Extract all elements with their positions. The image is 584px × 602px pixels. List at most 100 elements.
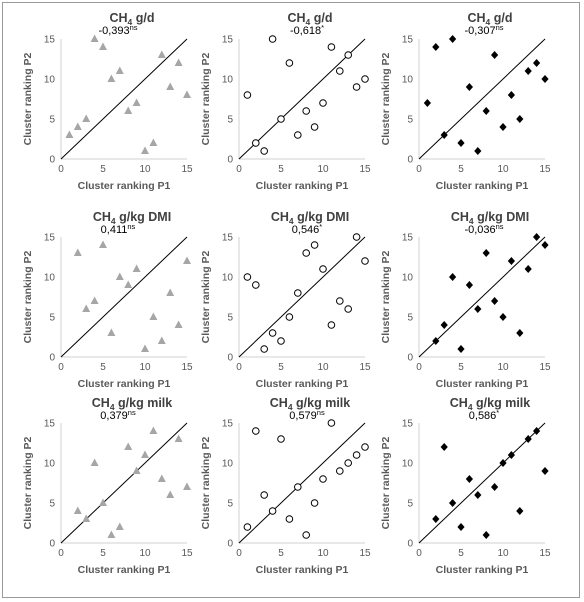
data-point xyxy=(157,336,166,344)
y-tick-label: 5 xyxy=(227,313,233,324)
data-point xyxy=(285,515,294,523)
panel-title: CH4 g/kg DMI xyxy=(93,210,171,226)
identity-line xyxy=(238,422,366,544)
data-point xyxy=(277,435,285,443)
data-point xyxy=(507,257,515,265)
data-point xyxy=(260,345,269,353)
y-tick-label: 0 xyxy=(227,539,233,550)
data-point xyxy=(294,131,302,139)
data-point xyxy=(432,515,440,523)
x-axis-label: Cluster ranking P1 xyxy=(436,180,529,192)
y-tick-label: 5 xyxy=(49,115,55,126)
x-tick-label: 15 xyxy=(181,548,193,559)
data-point xyxy=(124,106,133,114)
x-tick-label: 15 xyxy=(359,548,371,559)
data-point xyxy=(252,281,260,289)
x-tick-label: 15 xyxy=(539,164,551,175)
data-point xyxy=(132,98,141,106)
x-axis-label: Cluster ranking P1 xyxy=(78,180,171,192)
data-point xyxy=(302,249,311,257)
panel-1-1: 0 5 10 15 0 5 10 15 Cluster ranking P1 Cluster ra… xyxy=(22,11,193,192)
correlation-label: 0,411ns xyxy=(101,222,136,236)
x-axis-label: Cluster ranking P1 xyxy=(256,180,349,192)
identity-line xyxy=(418,38,546,160)
data-point xyxy=(474,305,482,313)
x-tick-label: 15 xyxy=(539,362,551,373)
data-point xyxy=(423,99,431,107)
data-point xyxy=(352,83,361,91)
panel-title: CH4 g/kg milk xyxy=(270,396,350,412)
data-point xyxy=(482,107,490,115)
data-point xyxy=(107,74,116,82)
data-point xyxy=(107,530,116,538)
data-point xyxy=(440,443,448,451)
y-tick-label: 0 xyxy=(49,539,55,550)
data-point xyxy=(73,248,82,256)
x-tick-label: 0 xyxy=(58,362,64,373)
data-point xyxy=(449,273,457,281)
x-tick-label: 0 xyxy=(416,548,422,559)
data-point xyxy=(268,35,277,43)
x-tick-label: 15 xyxy=(181,362,193,373)
data-point xyxy=(524,435,532,443)
data-point xyxy=(352,451,361,459)
panel-3-2: 0 5 10 15 0 5 10 15 Cluster ranking P1 Cluster ra… xyxy=(200,396,371,576)
data-point xyxy=(73,506,82,514)
correlation-label: 0,546* xyxy=(292,222,323,236)
data-point xyxy=(157,50,166,58)
y-tick-label: 15 xyxy=(222,419,234,430)
x-tick-label: 10 xyxy=(497,548,509,559)
data-point xyxy=(166,288,175,296)
data-point xyxy=(310,123,319,131)
data-point xyxy=(174,58,183,66)
data-point xyxy=(132,264,141,272)
data-point xyxy=(336,67,344,75)
identity-line xyxy=(60,422,188,544)
y-tick-label: 0 xyxy=(407,353,413,364)
data-point xyxy=(440,131,448,139)
data-point xyxy=(524,67,532,75)
y-tick-label: 15 xyxy=(402,419,414,430)
data-point xyxy=(115,522,124,530)
data-point xyxy=(149,426,158,434)
y-tick-label: 15 xyxy=(44,233,56,244)
data-point xyxy=(65,130,74,138)
data-point xyxy=(361,257,369,265)
data-point xyxy=(327,321,336,329)
y-tick-label: 15 xyxy=(402,233,414,244)
data-point xyxy=(107,328,116,336)
x-tick-label: 5 xyxy=(278,362,284,373)
x-tick-label: 10 xyxy=(317,548,329,559)
data-point xyxy=(252,427,260,435)
x-tick-label: 10 xyxy=(139,362,151,373)
x-axis-label: Cluster ranking P1 xyxy=(256,378,349,390)
data-point xyxy=(516,329,524,337)
data-point xyxy=(73,122,82,130)
identity-line xyxy=(238,236,366,358)
panel-1-3: 0 5 10 15 0 5 10 15 Cluster ranking P1 Cluster ra… xyxy=(380,11,551,192)
x-tick-label: 5 xyxy=(458,548,464,559)
panel-2-2: 0 5 10 15 0 5 10 15 Cluster ranking P1 Cluster ra… xyxy=(200,210,371,390)
data-point xyxy=(99,240,107,248)
data-point xyxy=(268,507,277,515)
data-point xyxy=(344,305,353,313)
data-point xyxy=(294,483,302,491)
y-axis-label: Cluster ranking P2 xyxy=(22,436,34,529)
y-tick-label: 0 xyxy=(49,353,55,364)
y-tick-label: 15 xyxy=(222,35,234,46)
data-point xyxy=(115,66,124,74)
data-point xyxy=(457,523,465,531)
x-axis-label: Cluster ranking P1 xyxy=(78,378,171,390)
y-tick-label: 5 xyxy=(49,499,55,510)
y-tick-label: 5 xyxy=(407,313,413,324)
data-point xyxy=(294,289,302,297)
data-point xyxy=(533,427,541,435)
x-tick-label: 5 xyxy=(278,164,284,175)
data-point xyxy=(277,337,285,345)
x-tick-label: 10 xyxy=(317,362,329,373)
x-tick-label: 0 xyxy=(236,548,242,559)
data-point xyxy=(491,483,499,491)
x-axis-label: Cluster ranking P1 xyxy=(436,378,529,390)
y-tick-label: 0 xyxy=(227,155,233,166)
x-tick-label: 15 xyxy=(359,362,371,373)
